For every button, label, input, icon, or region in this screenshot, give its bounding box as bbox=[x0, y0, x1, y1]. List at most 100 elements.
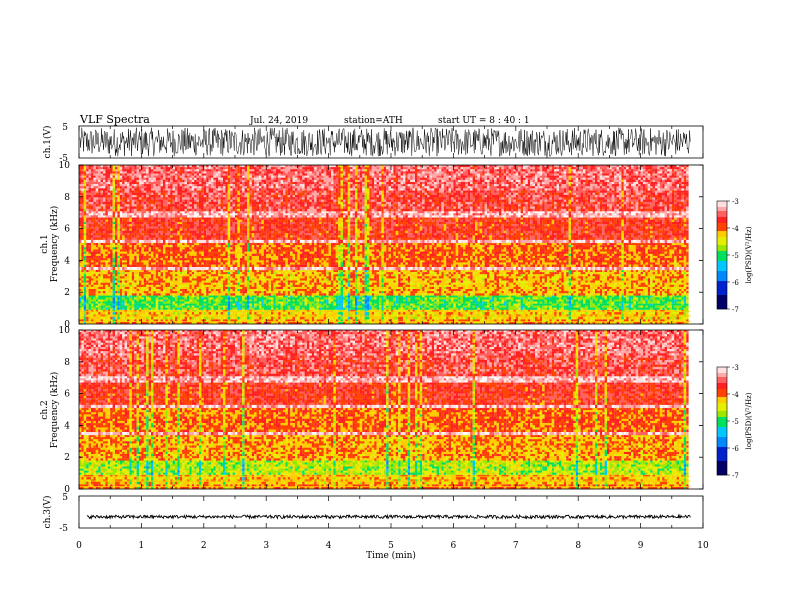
spectrogram-cell bbox=[405, 312, 410, 315]
spectrogram-cell bbox=[228, 300, 230, 302]
ch1-ytick-top: 5 bbox=[62, 123, 68, 133]
spectrogram-cell bbox=[283, 312, 288, 315]
spectrogram-cell bbox=[449, 300, 451, 302]
spectrogram-cell bbox=[125, 317, 127, 320]
spectrogram-cell bbox=[271, 312, 273, 315]
spectrogram-cell bbox=[655, 295, 660, 297]
spectrogram-cell bbox=[283, 295, 285, 297]
spectrogram-cell bbox=[84, 295, 86, 297]
spectrogram-cell bbox=[113, 302, 115, 304]
spectrogram-cell bbox=[480, 295, 485, 297]
spectrogram-cell bbox=[389, 300, 394, 302]
spectrogram-cell bbox=[300, 297, 302, 299]
spectrogram-cell bbox=[158, 297, 163, 299]
spectrogram-cell bbox=[153, 302, 155, 304]
spectrogram-cell bbox=[86, 300, 88, 302]
spectrogram-cell bbox=[583, 317, 585, 320]
spectrogram-cell bbox=[585, 317, 587, 320]
spectrogram-cell bbox=[405, 300, 407, 302]
spectrogram-cell bbox=[192, 300, 197, 302]
ch1-trace bbox=[80, 128, 690, 157]
spectrogram-cell bbox=[660, 317, 662, 320]
spectrogram-cell bbox=[485, 295, 487, 297]
spectrogram-cell bbox=[384, 302, 386, 304]
spectrogram-cell bbox=[156, 312, 161, 315]
spectrogram-cell bbox=[333, 300, 338, 302]
spectrogram-cell bbox=[242, 295, 244, 297]
spectrogram-cell bbox=[247, 302, 249, 304]
spectrogram-cell bbox=[305, 302, 307, 304]
spectrogram-cell bbox=[115, 300, 117, 302]
spectrogram-cell bbox=[600, 300, 602, 302]
spectrogram-cell bbox=[343, 317, 348, 320]
spectrogram-cell bbox=[638, 317, 640, 320]
spectrogram-cell bbox=[158, 295, 163, 297]
spectrogram-cell bbox=[573, 297, 575, 299]
spectrogram-cell bbox=[240, 297, 242, 299]
spectrogram-cell bbox=[264, 295, 266, 297]
spectrogram-cell bbox=[146, 297, 151, 299]
spectrogram-cell bbox=[686, 295, 688, 297]
spectrogram-cell bbox=[439, 300, 444, 302]
spectrogram-cell bbox=[319, 317, 324, 320]
spectrogram-cell bbox=[86, 304, 88, 306]
spectrogram-cell bbox=[509, 295, 511, 297]
spectrogram-cell bbox=[237, 300, 242, 302]
spectrogram-cell bbox=[569, 317, 571, 320]
spectrogram-cell bbox=[559, 302, 561, 304]
spectrogram-cell bbox=[261, 317, 263, 320]
spectrogram-cell bbox=[446, 295, 448, 297]
spectrogram-cell bbox=[607, 297, 609, 299]
date-label: Jul. 24, 2019 bbox=[249, 116, 308, 126]
spectrogram-cell bbox=[319, 295, 321, 297]
spectrogram-cell bbox=[314, 302, 316, 304]
spectrogram-cell bbox=[509, 317, 511, 320]
spectrogram-cell bbox=[206, 312, 208, 315]
spectrogram-cell bbox=[463, 317, 465, 320]
spectrogram-cell bbox=[120, 302, 122, 304]
spectrogram-cell bbox=[621, 297, 626, 299]
spectrogram-cell bbox=[319, 297, 324, 299]
spectrogram-cell bbox=[497, 300, 502, 302]
spectrogram-cell bbox=[117, 295, 119, 297]
spectrogram-cell bbox=[185, 302, 190, 304]
spectrogram-cell bbox=[545, 302, 547, 304]
spectrogram-cell bbox=[542, 317, 544, 320]
spectrogram-cell bbox=[540, 317, 542, 320]
spectrogram-cell bbox=[645, 300, 647, 302]
spectrogram-cell bbox=[89, 300, 96, 302]
spectrogram-cell bbox=[665, 300, 675, 302]
spectrogram-cell bbox=[674, 300, 676, 302]
spectrogram-cell bbox=[249, 302, 259, 304]
spectrogram-cell bbox=[494, 300, 496, 302]
spectrogram-cell bbox=[357, 317, 359, 320]
spectrogram-cell bbox=[317, 302, 319, 304]
spectrogram-cell bbox=[283, 302, 288, 304]
spectrogram-cell bbox=[485, 300, 490, 302]
spectrogram-cell bbox=[441, 312, 443, 315]
spectrogram-cell bbox=[372, 302, 379, 304]
spectrogram-cell bbox=[216, 300, 218, 302]
spectrogram-cell bbox=[211, 300, 213, 302]
spectrogram-cell bbox=[386, 300, 388, 302]
spectrogram-cell bbox=[415, 297, 420, 299]
spectrogram-cell bbox=[470, 300, 472, 302]
spectrogram-cell bbox=[530, 300, 532, 302]
station-label: station=ATH bbox=[344, 116, 403, 126]
spectrogram-cell bbox=[197, 297, 199, 299]
spectrogram-cell bbox=[120, 312, 122, 315]
spectrogram-cell bbox=[398, 312, 400, 315]
spectrogram-cell bbox=[307, 302, 314, 304]
spectrogram-cell bbox=[605, 317, 610, 320]
spectrogram-cell bbox=[189, 317, 191, 320]
spectrogram-cell bbox=[295, 312, 297, 315]
spectrogram-cell bbox=[89, 312, 91, 315]
spectrogram-cell bbox=[633, 297, 638, 299]
spectrogram-cell bbox=[453, 312, 458, 315]
spectrogram-cell bbox=[259, 302, 261, 304]
spectrogram-cell bbox=[175, 295, 177, 297]
start-ut-label: start UT = 8 : 40 : 1 bbox=[438, 116, 530, 126]
spectrogram-cell bbox=[257, 300, 262, 302]
spectrogram-cell bbox=[115, 297, 117, 299]
spectrogram-cell bbox=[439, 317, 441, 320]
